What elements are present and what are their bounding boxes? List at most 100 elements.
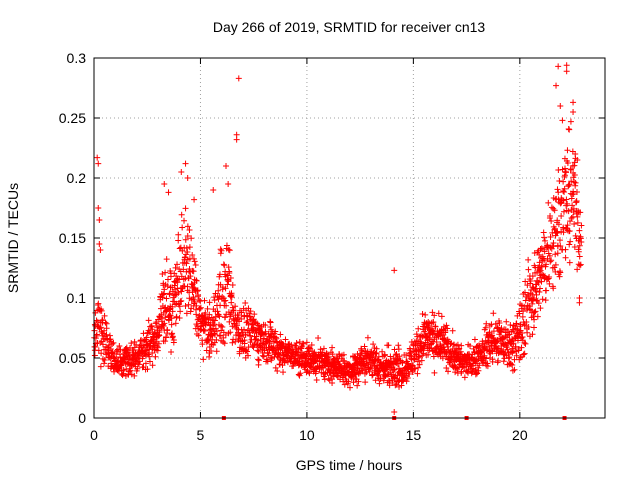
data-point: [225, 264, 232, 271]
data-point: [245, 352, 252, 359]
data-point-outlier: [235, 75, 242, 82]
data-point: [560, 178, 567, 185]
data-point: [570, 191, 577, 198]
data-point: [174, 261, 181, 268]
data-point: [101, 360, 108, 367]
y-tick-label: 0.2: [67, 170, 87, 186]
data-point: [146, 329, 153, 336]
data-point: [195, 332, 202, 339]
data-point: [255, 356, 262, 363]
data-point-outlier: [94, 154, 101, 161]
data-point: [409, 362, 416, 369]
data-point: [484, 360, 491, 367]
data-point: [525, 324, 532, 331]
data-point: [554, 229, 561, 236]
data-point: [522, 278, 529, 285]
data-point: [160, 323, 167, 330]
data-point: [109, 341, 116, 348]
data-point: [95, 300, 102, 307]
data-point: [298, 344, 305, 351]
data-point: [319, 349, 326, 356]
data-point: [293, 339, 300, 346]
data-point: [503, 318, 510, 325]
data-point: [513, 320, 520, 327]
data-point: [295, 371, 302, 378]
data-point: [573, 189, 580, 196]
data-points: [91, 62, 585, 420]
data-point: [547, 212, 554, 219]
data-point: [364, 334, 371, 341]
data-point: [188, 281, 195, 288]
data-point: [244, 348, 251, 355]
data-point: [242, 300, 249, 307]
data-point: [537, 285, 543, 292]
data-point: [420, 350, 427, 357]
data-point: [238, 316, 245, 323]
data-point: [566, 228, 573, 235]
data-point: [546, 252, 553, 259]
data-point: [414, 370, 421, 377]
data-point: [439, 355, 446, 362]
data-point: [561, 172, 568, 179]
data-point: [536, 251, 543, 258]
data-point: [547, 258, 554, 265]
data-point: [128, 340, 135, 347]
x-tick-label: 20: [512, 427, 528, 443]
data-point: [566, 241, 573, 248]
data-point: [561, 189, 568, 196]
data-point: [555, 221, 562, 228]
data-point: [128, 361, 135, 368]
data-point: [232, 338, 239, 345]
data-point: [509, 361, 516, 368]
data-point: [178, 288, 185, 295]
data-point: [505, 355, 512, 362]
data-point: [366, 368, 373, 375]
data-point: [534, 313, 541, 320]
data-point: [453, 365, 460, 372]
data-point: [176, 314, 183, 321]
data-point: [555, 189, 562, 196]
data-point: [329, 351, 336, 358]
data-point: [226, 270, 233, 277]
data-point: [161, 286, 168, 293]
axis-ticks: 0 5 10 15 20 0 0.05 0.1 0.15 0.2 0.25 0.3: [59, 50, 605, 443]
data-point-outlier: [191, 196, 198, 203]
data-point-outlier: [391, 409, 398, 415]
data-point: [238, 309, 245, 316]
data-point: [267, 319, 274, 326]
data-point: [151, 342, 158, 349]
data-point: [145, 327, 152, 334]
data-point: [521, 289, 528, 296]
data-point: [215, 296, 222, 303]
data-point: [392, 382, 399, 389]
data-point: [273, 339, 280, 346]
data-point: [241, 313, 248, 320]
data-point: [350, 379, 357, 386]
data-point: [168, 348, 175, 355]
data-point: [201, 297, 208, 304]
data-point: [556, 237, 563, 244]
data-point-outlier: [563, 62, 570, 69]
data-point: [476, 342, 483, 349]
data-point: [538, 245, 545, 252]
data-point-outlier: [570, 99, 577, 106]
data-point: [92, 343, 99, 350]
data-point: [548, 204, 555, 211]
data-point: [162, 269, 169, 276]
data-point: [568, 178, 575, 185]
data-point: [193, 311, 200, 318]
data-point: [576, 262, 583, 269]
data-point: [156, 329, 163, 336]
data-point: [569, 202, 576, 209]
data-point: [476, 362, 483, 369]
data-point: [562, 165, 569, 172]
data-point: [191, 285, 198, 292]
data-point: [577, 209, 584, 216]
data-point-outlier: [97, 247, 104, 253]
data-point: [565, 125, 572, 132]
data-point: [166, 306, 173, 313]
data-point: [211, 317, 218, 324]
data-point: [288, 341, 295, 348]
data-point: [421, 328, 428, 335]
data-point: [566, 259, 573, 266]
